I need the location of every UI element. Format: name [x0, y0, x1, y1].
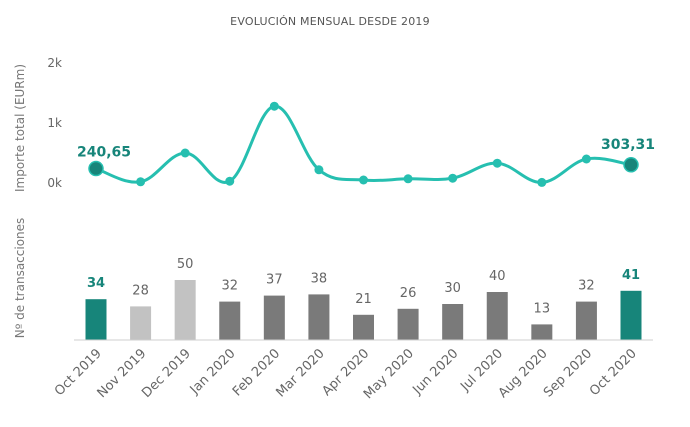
x-category-label: Dec 2019 — [139, 346, 194, 401]
y-tick-label: 0k — [47, 176, 62, 190]
bar-value-label: 41 — [622, 268, 640, 283]
bar-value-label: 34 — [87, 276, 105, 291]
bar — [308, 294, 330, 340]
bar-value-label: 26 — [400, 286, 417, 301]
x-category-label: Oct 2020 — [587, 346, 640, 399]
line-y-axis-label: Importe total (EURm) — [13, 64, 27, 192]
line-point — [448, 173, 458, 183]
bar — [174, 280, 196, 340]
bar — [353, 314, 374, 340]
line-point — [269, 101, 279, 111]
line-points: 240,65 303,31 — [77, 101, 655, 187]
x-category-label: Jun 2020 — [410, 346, 462, 398]
line-point — [403, 174, 413, 184]
line-point — [314, 165, 324, 175]
x-category-label: Sep 2020 — [541, 346, 595, 400]
bar — [397, 308, 419, 340]
x-category-label: Mar 2020 — [273, 346, 327, 400]
line-point — [359, 175, 368, 185]
line-series — [95, 104, 632, 184]
bar — [130, 306, 152, 340]
bar — [442, 304, 464, 340]
bar-value-label: 28 — [132, 283, 149, 298]
y-tick-label: 1k — [47, 116, 62, 130]
y-tick-label: 2k — [47, 56, 62, 70]
bar — [486, 292, 508, 340]
bar-value-label: 13 — [534, 301, 551, 316]
bars — [85, 280, 642, 340]
line-point — [136, 177, 146, 187]
line-y-ticks: 2k 1k 0k — [47, 56, 62, 190]
bar-value-label: 32 — [578, 279, 595, 294]
bar — [575, 301, 597, 340]
bar — [263, 295, 285, 340]
bar-value-label: 21 — [355, 292, 372, 307]
line-point — [180, 148, 190, 158]
bar-value-label: 38 — [311, 271, 328, 286]
line-point — [537, 177, 547, 187]
first-point-label: 240,65 — [77, 145, 131, 161]
bar — [531, 324, 553, 340]
x-category-label: Aug 2020 — [496, 346, 551, 401]
bar-value-label: 30 — [444, 281, 461, 296]
line-point — [581, 154, 591, 164]
bar-value-label: 50 — [177, 257, 194, 272]
bar — [219, 301, 241, 340]
line-point — [225, 176, 235, 186]
line-point — [492, 158, 502, 168]
bar — [85, 299, 107, 340]
last-point-label: 303,31 — [601, 137, 655, 153]
chart-title: EVOLUCIÓN MENSUAL DESDE 2019 — [230, 15, 430, 28]
bar-value-label: 32 — [221, 279, 238, 294]
bar-value-label: 40 — [489, 269, 506, 284]
bar — [620, 290, 642, 340]
bar-value-labels: 34 28 50 32 37 38 21 26 30 40 13 32 41 — [87, 257, 640, 316]
bar-y-axis-label: Nº de transacciones — [13, 218, 27, 339]
line-point — [623, 157, 639, 173]
bar-value-label: 37 — [266, 273, 283, 288]
line-point — [88, 160, 104, 177]
